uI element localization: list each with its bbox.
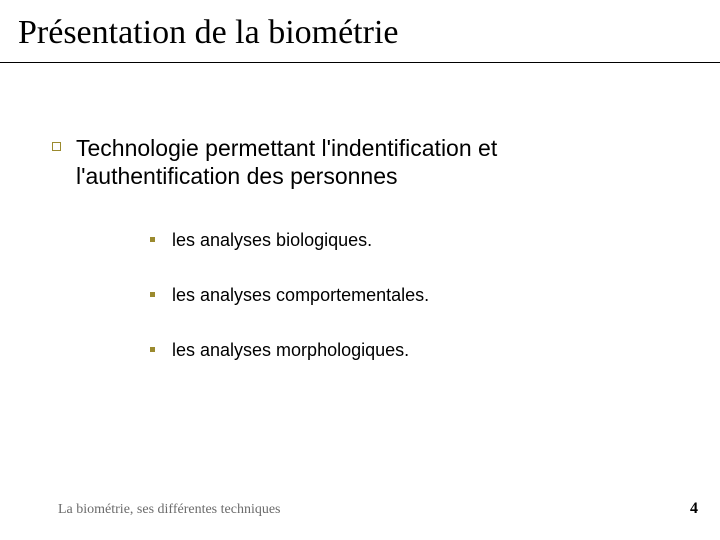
list-item: les analyses morphologiques.	[150, 340, 660, 361]
square-bullet-icon	[150, 292, 155, 297]
title-underline	[0, 62, 720, 63]
square-bullet-icon	[150, 237, 155, 242]
slide: Présentation de la biométrie Technologie…	[0, 0, 720, 540]
list-item: les analyses biologiques.	[150, 230, 660, 251]
page-number: 4	[690, 500, 698, 518]
list-item: les analyses comportementales.	[150, 285, 660, 306]
list-item-text: les analyses morphologiques.	[172, 340, 660, 361]
slide-title: Présentation de la biométrie	[18, 14, 399, 52]
bullet-level1-text: Technologie permettant l'indentification…	[76, 134, 660, 190]
square-bullet-icon	[52, 142, 61, 151]
bullet-level2-list: les analyses biologiques. les analyses c…	[150, 230, 660, 395]
list-item-text: les analyses biologiques.	[172, 230, 660, 251]
square-bullet-icon	[150, 347, 155, 352]
bullet-level1: Technologie permettant l'indentification…	[52, 134, 660, 190]
footer-text: La biométrie, ses différentes techniques	[58, 502, 281, 518]
list-item-text: les analyses comportementales.	[172, 285, 660, 306]
